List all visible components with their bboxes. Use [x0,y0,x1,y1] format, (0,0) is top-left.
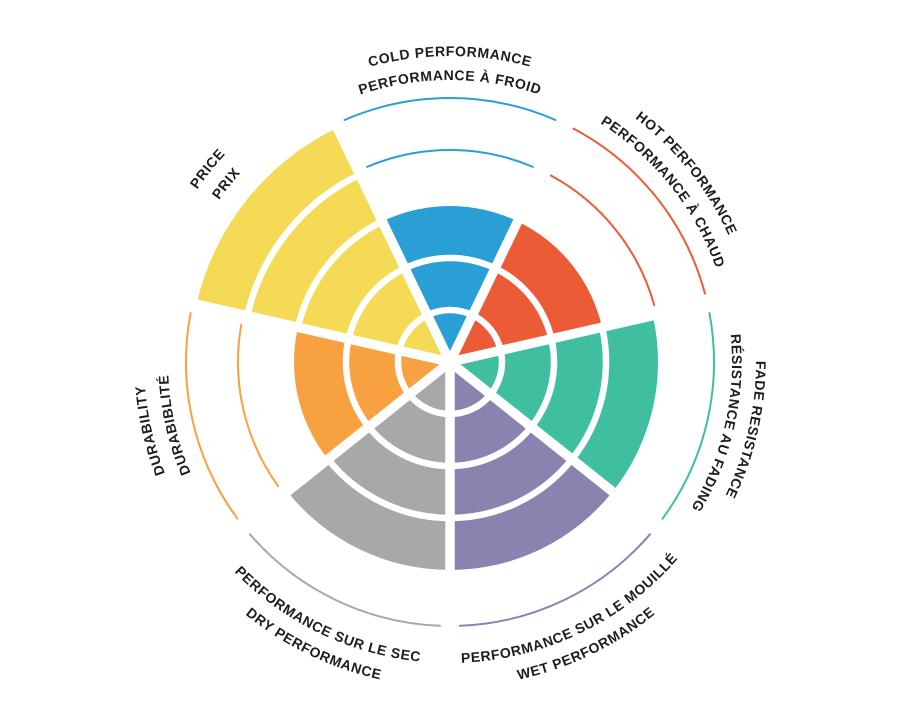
price-wedge [196,127,450,362]
sector-separator [327,114,455,365]
price-ring-divider [294,218,384,329]
durability-level-arc [185,312,239,520]
hot-performance-level-arc [549,174,656,307]
price-ring-divider [345,265,407,340]
dry-performance-ring-divider [366,424,451,470]
hot-performance-ring-divider [493,265,555,340]
dry-performance-level-arc [248,533,441,627]
fade-resistance-ring-divider [528,338,558,429]
durability-level-arc [237,323,280,488]
cold-performance-ring-divider [403,254,497,272]
fade-resistance-level-arc [661,312,715,520]
sector-separator [447,358,666,536]
sector-separator [183,296,452,367]
cold-performance-label: COLD PERFORMANCE [366,43,533,70]
wet-performance-ring-divider [449,424,534,470]
hot-performance-level-arc [572,127,706,295]
cold-performance-level-arc [366,149,534,168]
fade-resistance-ring-divider [569,326,610,462]
cold-performance-label: PERFORMANCE À FROID [356,67,543,98]
wet-performance-level-arc [459,533,652,627]
cold-performance-wedge [382,205,518,362]
cold-performance-level-arc [343,97,557,121]
wet-performance-ring-divider [449,457,575,522]
sector-separator [445,114,573,365]
sector-separator [448,296,717,367]
durability-wedge [293,327,450,460]
wet-performance-wedge [450,362,613,570]
durability-ring-divider [342,338,372,429]
dry-performance-wedge [287,362,450,570]
price-ring-divider [244,171,362,317]
sector-separator [234,358,453,536]
hot-performance-label: HOT PERFORMANCE [633,108,741,237]
dry-performance-ring-divider [325,457,451,522]
